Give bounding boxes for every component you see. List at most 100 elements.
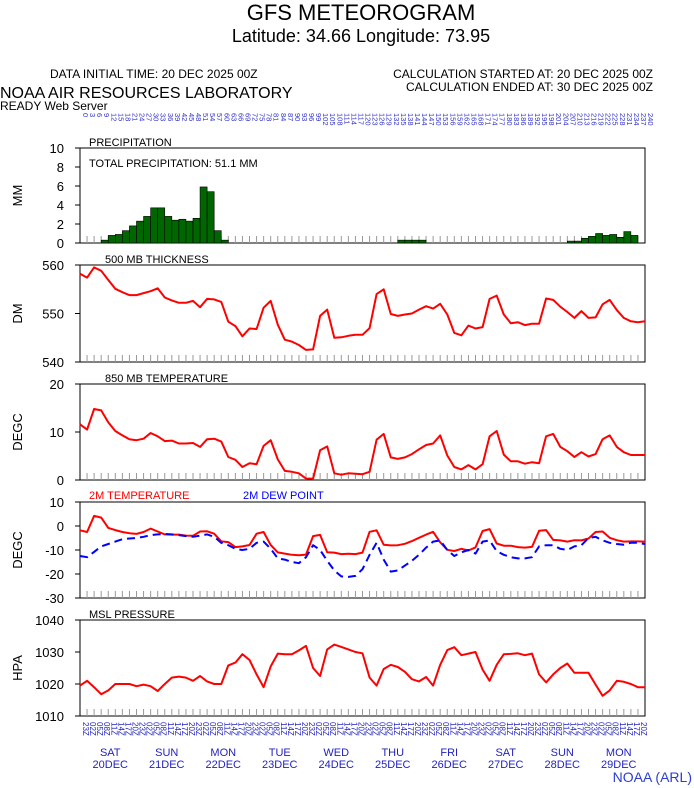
precip-bar [100, 239, 109, 244]
forecast-hour-label: 90 [293, 113, 302, 121]
day-of-week-label: WED [323, 747, 349, 759]
forecast-hour-label: 186 [519, 113, 528, 126]
y-tick-label: 10 [50, 495, 64, 510]
y-tick-label: 0 [57, 519, 64, 534]
precip-bar [150, 207, 158, 244]
forecast-hour-label: 54 [208, 113, 217, 121]
day-of-week-label: TUE [269, 747, 291, 759]
forecast-hour-label: 120 [364, 113, 373, 126]
panel-frame [79, 383, 646, 481]
time-label: 14Z [512, 722, 521, 736]
time-label: 08Z [441, 722, 450, 736]
precip-bar [171, 219, 180, 244]
forecast-hour-label: 174 [491, 113, 500, 126]
legend-2m-temperature: 2M TEMPERATURE [89, 490, 189, 502]
panel-t850: 0 10 20 DEGC 850 MB TEMPERATURE [10, 373, 646, 488]
forecast-hour-label: 231 [625, 113, 634, 126]
forecast-hour-label: 177 [498, 113, 507, 126]
forecast-hour-label: 234 [632, 113, 641, 126]
forecast-hour-label: 15 [116, 113, 125, 121]
forecast-hour-label: 72 [251, 113, 260, 121]
panel-title: MSL PRESSURE [89, 609, 175, 621]
time-label: 11Z [392, 722, 401, 735]
forecast-hour-label: 180 [505, 113, 514, 126]
forecast-hour-label: 9 [102, 113, 111, 117]
time-label: 20Z [243, 722, 252, 736]
precip-bar [206, 191, 215, 244]
forecast-hour-label: 123 [371, 113, 380, 126]
time-label: 02Z [258, 722, 267, 736]
precip-bar [630, 235, 639, 244]
panel-title: 500 MB THICKNESS [105, 254, 209, 266]
forecast-hour-label: 87 [286, 113, 295, 121]
y-tick-label: 6 [57, 179, 64, 194]
time-axis: 23Z02Z05Z08Z11Z14Z17Z20Z23Z02Z05Z08Z11Z1… [81, 722, 648, 771]
forecast-hour-label: 108 [335, 113, 344, 126]
day-of-week-label: SAT [495, 747, 516, 759]
time-label: 08Z [159, 722, 168, 736]
forecast-hour-label: 147 [427, 113, 436, 126]
y-tick-label: -30 [45, 591, 64, 606]
forecast-hour-axis: 0369121518212427303336394245485154576063… [81, 113, 655, 126]
time-label: 14Z [173, 722, 182, 736]
forecast-hour-label: 183 [512, 113, 521, 126]
panel-ticks [86, 473, 639, 480]
forecast-hour-label: 156 [448, 113, 457, 126]
y-tick-label: 10 [50, 425, 64, 440]
time-label: 20Z [300, 722, 309, 736]
time-label: 11Z [222, 722, 231, 735]
precip-bar [609, 234, 618, 244]
panel-frame [79, 264, 646, 363]
forecast-hour-label: 150 [434, 113, 443, 126]
date-label: 23DEC [262, 759, 298, 771]
time-label: 14Z [342, 722, 351, 736]
precip-bar [157, 207, 166, 244]
time-label: 23Z [307, 722, 316, 736]
time-label: 05Z [547, 722, 556, 736]
forecast-hour-label: 111 [342, 113, 351, 124]
time-label: 17Z [462, 722, 471, 736]
forecast-hour-label: 24 [138, 113, 147, 121]
series-line-mslp [79, 643, 645, 697]
precip-bar [588, 236, 596, 244]
calc-ended: CALCULATION ENDED AT: 30 DEC 2025 00Z [406, 80, 653, 94]
time-label: 05Z [491, 722, 500, 736]
time-label: 05Z [604, 722, 613, 736]
precip-bar [616, 237, 625, 244]
forecast-hour-label: 99 [314, 113, 323, 121]
time-label: 05Z [208, 722, 217, 736]
y-tick-label: -20 [45, 567, 64, 582]
time-label: 17Z [349, 722, 358, 736]
precip-bar [107, 235, 116, 244]
panel-mslp: 1010 1020 1030 1040 HPA MSL PRESSURE [10, 609, 646, 724]
forecast-hour-label: 216 [590, 113, 599, 126]
series-line-thickness [79, 266, 646, 351]
time-label: 20Z [413, 722, 422, 736]
precip-bar [164, 216, 173, 244]
forecast-hour-label: 69 [243, 113, 252, 121]
time-label: 23Z [477, 722, 486, 736]
time-label: 11Z [335, 722, 344, 735]
day-of-week-label: THU [381, 747, 404, 759]
forecast-hour-label: 222 [604, 113, 613, 126]
time-label: 17Z [236, 722, 245, 736]
date-label: 22DEC [206, 759, 242, 771]
time-label: 02Z [145, 722, 154, 736]
precip-bar [199, 186, 208, 244]
forecast-hour-label: 228 [618, 113, 627, 126]
date-label: 24DEC [319, 759, 355, 771]
forecast-hour-label: 33 [159, 113, 168, 121]
forecast-hour-label: 213 [582, 113, 591, 126]
time-label: 02Z [201, 722, 210, 736]
precip-bar [213, 230, 222, 244]
series-line-t850 [79, 408, 645, 480]
time-label: 14Z [455, 722, 464, 736]
precip-bar [115, 234, 123, 244]
time-label: 23Z [138, 722, 147, 736]
precip-bar [185, 220, 194, 244]
time-label: 20Z [130, 722, 139, 736]
y-tick-label: 1010 [35, 709, 64, 724]
y-tick-label: 1030 [35, 645, 64, 660]
time-label: 08Z [498, 722, 507, 736]
